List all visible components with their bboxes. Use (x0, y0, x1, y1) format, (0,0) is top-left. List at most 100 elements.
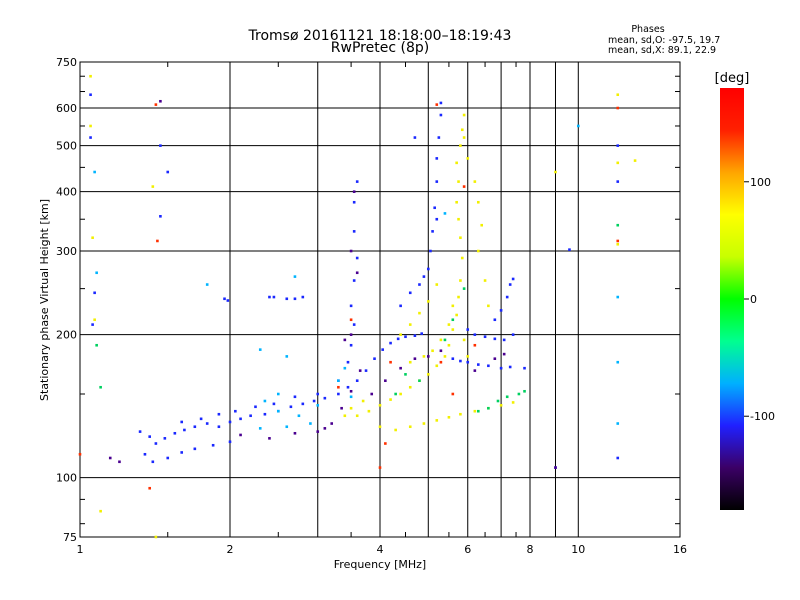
data-point (517, 392, 521, 396)
data-point (451, 392, 455, 396)
data-point (418, 311, 421, 315)
data-point (466, 328, 470, 331)
y-axis-title: Stationary phase Virtual Height [km] (38, 199, 51, 401)
data-point (312, 399, 316, 403)
data-point (337, 379, 340, 382)
data-point (418, 379, 421, 382)
data-point (447, 343, 451, 347)
data-point (616, 106, 620, 110)
data-point (118, 460, 121, 464)
data-point (358, 369, 362, 372)
data-point (462, 136, 466, 139)
x-tick-label: 16 (673, 543, 687, 556)
data-point (293, 431, 297, 435)
data-point (508, 365, 512, 369)
data-point (205, 283, 209, 286)
data-point (93, 291, 96, 295)
data-point (276, 392, 280, 396)
data-point (502, 352, 506, 356)
data-point (459, 412, 462, 416)
data-point (487, 304, 490, 308)
data-point (408, 360, 412, 364)
data-point (301, 295, 305, 299)
data-point (477, 200, 480, 204)
data-point (413, 334, 417, 337)
data-point (355, 379, 359, 382)
data-point (457, 295, 460, 299)
data-point (309, 422, 312, 425)
data-point (361, 399, 365, 403)
data-point (499, 404, 503, 407)
data-point (143, 452, 147, 456)
data-point (211, 443, 215, 447)
data-point (511, 333, 515, 336)
data-point (234, 409, 237, 413)
data-point (455, 161, 458, 165)
data-point (435, 217, 439, 221)
data-point (289, 405, 293, 409)
data-point (511, 277, 515, 281)
data-point (480, 223, 484, 227)
data-point (487, 364, 490, 368)
data-point (616, 93, 620, 97)
data-point (473, 409, 477, 413)
data-point (459, 236, 462, 240)
data-point (462, 185, 466, 188)
x-tick-label: 6 (464, 543, 471, 556)
data-point (349, 395, 353, 399)
data-point (426, 300, 430, 303)
data-point (460, 128, 464, 132)
data-point (355, 271, 359, 275)
data-point (89, 93, 92, 97)
colorbar-ticks: 100 0 -100 (744, 176, 775, 423)
stats-heading: Phases (631, 24, 664, 35)
data-point (355, 414, 359, 418)
x-axis-title: Frequency [MHz] (334, 558, 426, 571)
data-point (373, 357, 376, 361)
data-point (459, 279, 462, 282)
data-point (460, 256, 464, 260)
data-point (426, 355, 430, 358)
data-point (394, 428, 397, 432)
data-point (435, 364, 439, 368)
data-point (346, 385, 350, 389)
data-point (346, 360, 350, 364)
data-point (340, 406, 343, 410)
data-point (166, 456, 170, 460)
data-point (355, 256, 359, 260)
data-point (352, 230, 356, 233)
data-point (352, 323, 356, 326)
data-point (349, 333, 353, 336)
data-point (487, 406, 490, 410)
data-point (352, 200, 356, 204)
data-point (343, 414, 347, 418)
data-point (508, 283, 512, 286)
data-point (389, 360, 392, 364)
data-point (349, 389, 353, 393)
data-point (337, 392, 340, 396)
data-point (217, 412, 221, 416)
data-point (433, 206, 436, 210)
data-point (285, 355, 289, 358)
chart-subtitle: RwPretec (8p) (331, 40, 429, 56)
data-point (413, 357, 417, 361)
data-point (431, 349, 434, 353)
data-point (228, 420, 232, 424)
data-point (511, 401, 515, 404)
data-point (554, 170, 557, 174)
data-point (477, 249, 480, 253)
data-point (384, 442, 387, 445)
data-point (272, 295, 276, 299)
data-point (378, 466, 382, 469)
data-point (297, 414, 301, 418)
data-point (493, 318, 497, 322)
data-point (451, 304, 455, 308)
data-point (413, 136, 417, 139)
data-point (355, 180, 359, 183)
data-point (457, 217, 460, 221)
plot-area: 1 2 4 6 8 10 16 75 100 200 300 400 500 600 750 (56, 56, 687, 556)
data-point (381, 348, 384, 351)
data-point (323, 396, 327, 400)
data-point (466, 157, 470, 160)
data-point (455, 313, 458, 317)
